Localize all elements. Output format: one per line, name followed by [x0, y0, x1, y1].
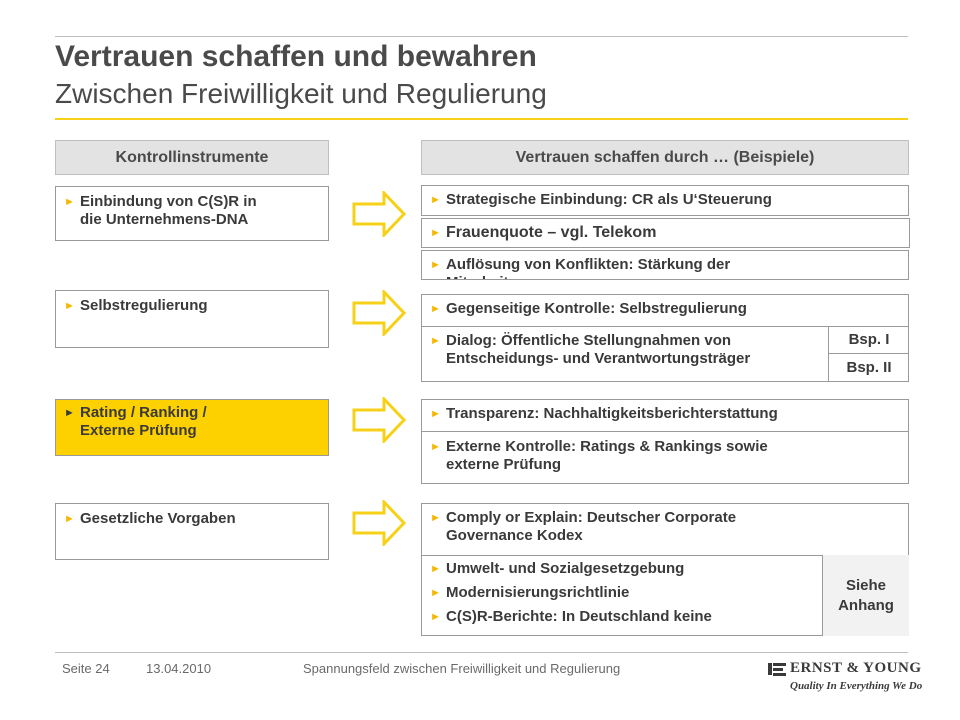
- example-text: Auflösung von Konflikten: Stärkung der M…: [446, 256, 731, 279]
- bullet-icon: ►: [430, 563, 441, 575]
- example-box-dna-2: ► Frauenquote – vgl. Telekom: [421, 218, 910, 248]
- bullet-icon: ►: [430, 441, 441, 453]
- slide-title: Vertrauen schaffen und bewahren: [55, 40, 537, 73]
- row-divider: [422, 555, 908, 556]
- bullet-icon: ►: [430, 227, 441, 239]
- bullet-icon: ►: [64, 300, 75, 312]
- bullet-icon: ►: [430, 611, 441, 623]
- bullet-icon: ►: [64, 407, 75, 419]
- right-arrow-icon: [352, 397, 406, 443]
- example-box-dna-3: ► Auflösung von Konflikten: Stärkung der …: [421, 250, 909, 280]
- bsp-2-link[interactable]: Bsp. II: [828, 354, 909, 382]
- title-underline: [55, 118, 908, 120]
- example-text: Gegenseitige Kontrolle: Selbstregulierun…: [446, 300, 747, 317]
- right-arrow-icon: [352, 500, 406, 546]
- bullet-icon: ►: [430, 194, 441, 206]
- example-text: Transparenz: Nachhaltigkeitsberichtersta…: [446, 405, 778, 422]
- example-text: C(S)R-Berichte: In Deutschland keine: [446, 608, 712, 625]
- slide-subtitle: Zwischen Freiwilligkeit und Regulierung: [55, 78, 547, 109]
- bullet-icon: ►: [430, 512, 441, 524]
- bsp-1-link[interactable]: Bsp. I: [828, 326, 909, 354]
- bullet-icon: ►: [430, 335, 441, 347]
- instrument-label: Selbstregulierung: [80, 297, 208, 314]
- bullet-icon: ►: [430, 408, 441, 420]
- example-text: Externe Kontrolle: Ratings & Rankings so…: [446, 438, 768, 473]
- example-box-selbstregulierung: ► Gegenseitige Kontrolle: Selbstregulieru…: [421, 294, 909, 382]
- bullet-icon: ►: [64, 196, 75, 208]
- siehe-anhang-link[interactable]: Siehe Anhang: [822, 555, 909, 636]
- logo-tagline: Quality In Everything We Do: [790, 680, 923, 692]
- logo-name: ERNST & YOUNG: [790, 660, 922, 676]
- logo-mark-icon: [768, 663, 786, 676]
- example-text: Comply or Explain: Deutscher Corporate G…: [446, 509, 737, 544]
- instrument-box-gesetzlich: ► Gesetzliche Vorgaben: [55, 503, 329, 560]
- instrument-box-rating: ► Rating / Ranking / Externe Prüfung: [55, 399, 329, 456]
- footer-rule: [55, 652, 908, 653]
- page-number: Seite 24: [62, 661, 110, 676]
- right-arrow-icon: [352, 290, 406, 336]
- bullet-icon: ►: [430, 303, 441, 315]
- bullet-icon: ►: [64, 513, 75, 525]
- instrument-label: Rating / Ranking / Externe Prüfung: [80, 404, 207, 439]
- row-divider: [422, 431, 908, 432]
- top-rule: [55, 36, 908, 37]
- row-divider: [422, 326, 908, 327]
- example-text: Umwelt- und Sozialgesetzgebung: [446, 560, 685, 577]
- example-text: Frauenquote – vgl. Telekom: [446, 224, 657, 241]
- instrument-box-dna: ► Einbindung von C(S)R in die Unternehmen…: [55, 186, 329, 241]
- instrument-label: Einbindung von C(S)R in die Unternehmens…: [80, 193, 257, 228]
- header-kontrollinstrumente: Kontrollinstrumente: [55, 140, 329, 175]
- example-box-gesetzlich: ► Comply or Explain: Deutscher Corporate …: [421, 503, 909, 636]
- header-beispiele: Vertrauen schaffen durch … (Beispiele): [421, 140, 909, 175]
- footer-caption: Spannungsfeld zwischen Freiwilligkeit un…: [303, 661, 621, 676]
- example-box-dna-1: ► Strategische Einbindung: CR als U‘Steue…: [421, 185, 909, 216]
- bullet-icon: ►: [430, 259, 441, 271]
- example-box-rating: ► Transparenz: Nachhaltigkeitsberichterst…: [421, 399, 909, 484]
- ernst-young-logo: ERNST & YOUNG Quality In Everything We D…: [768, 660, 922, 700]
- example-text: Strategische Einbindung: CR als U‘Steuer…: [446, 191, 772, 208]
- instrument-label: Gesetzliche Vorgaben: [80, 510, 236, 527]
- footer-date: 13.04.2010: [146, 661, 212, 676]
- example-text: Dialog: Öffentliche Stellungnahmen von E…: [446, 332, 751, 367]
- right-arrow-icon: [352, 191, 406, 237]
- instrument-box-selbstregulierung: ► Selbstregulierung: [55, 290, 329, 348]
- bullet-icon: ►: [430, 587, 441, 599]
- example-text: Modernisierungsrichtlinie: [446, 584, 630, 601]
